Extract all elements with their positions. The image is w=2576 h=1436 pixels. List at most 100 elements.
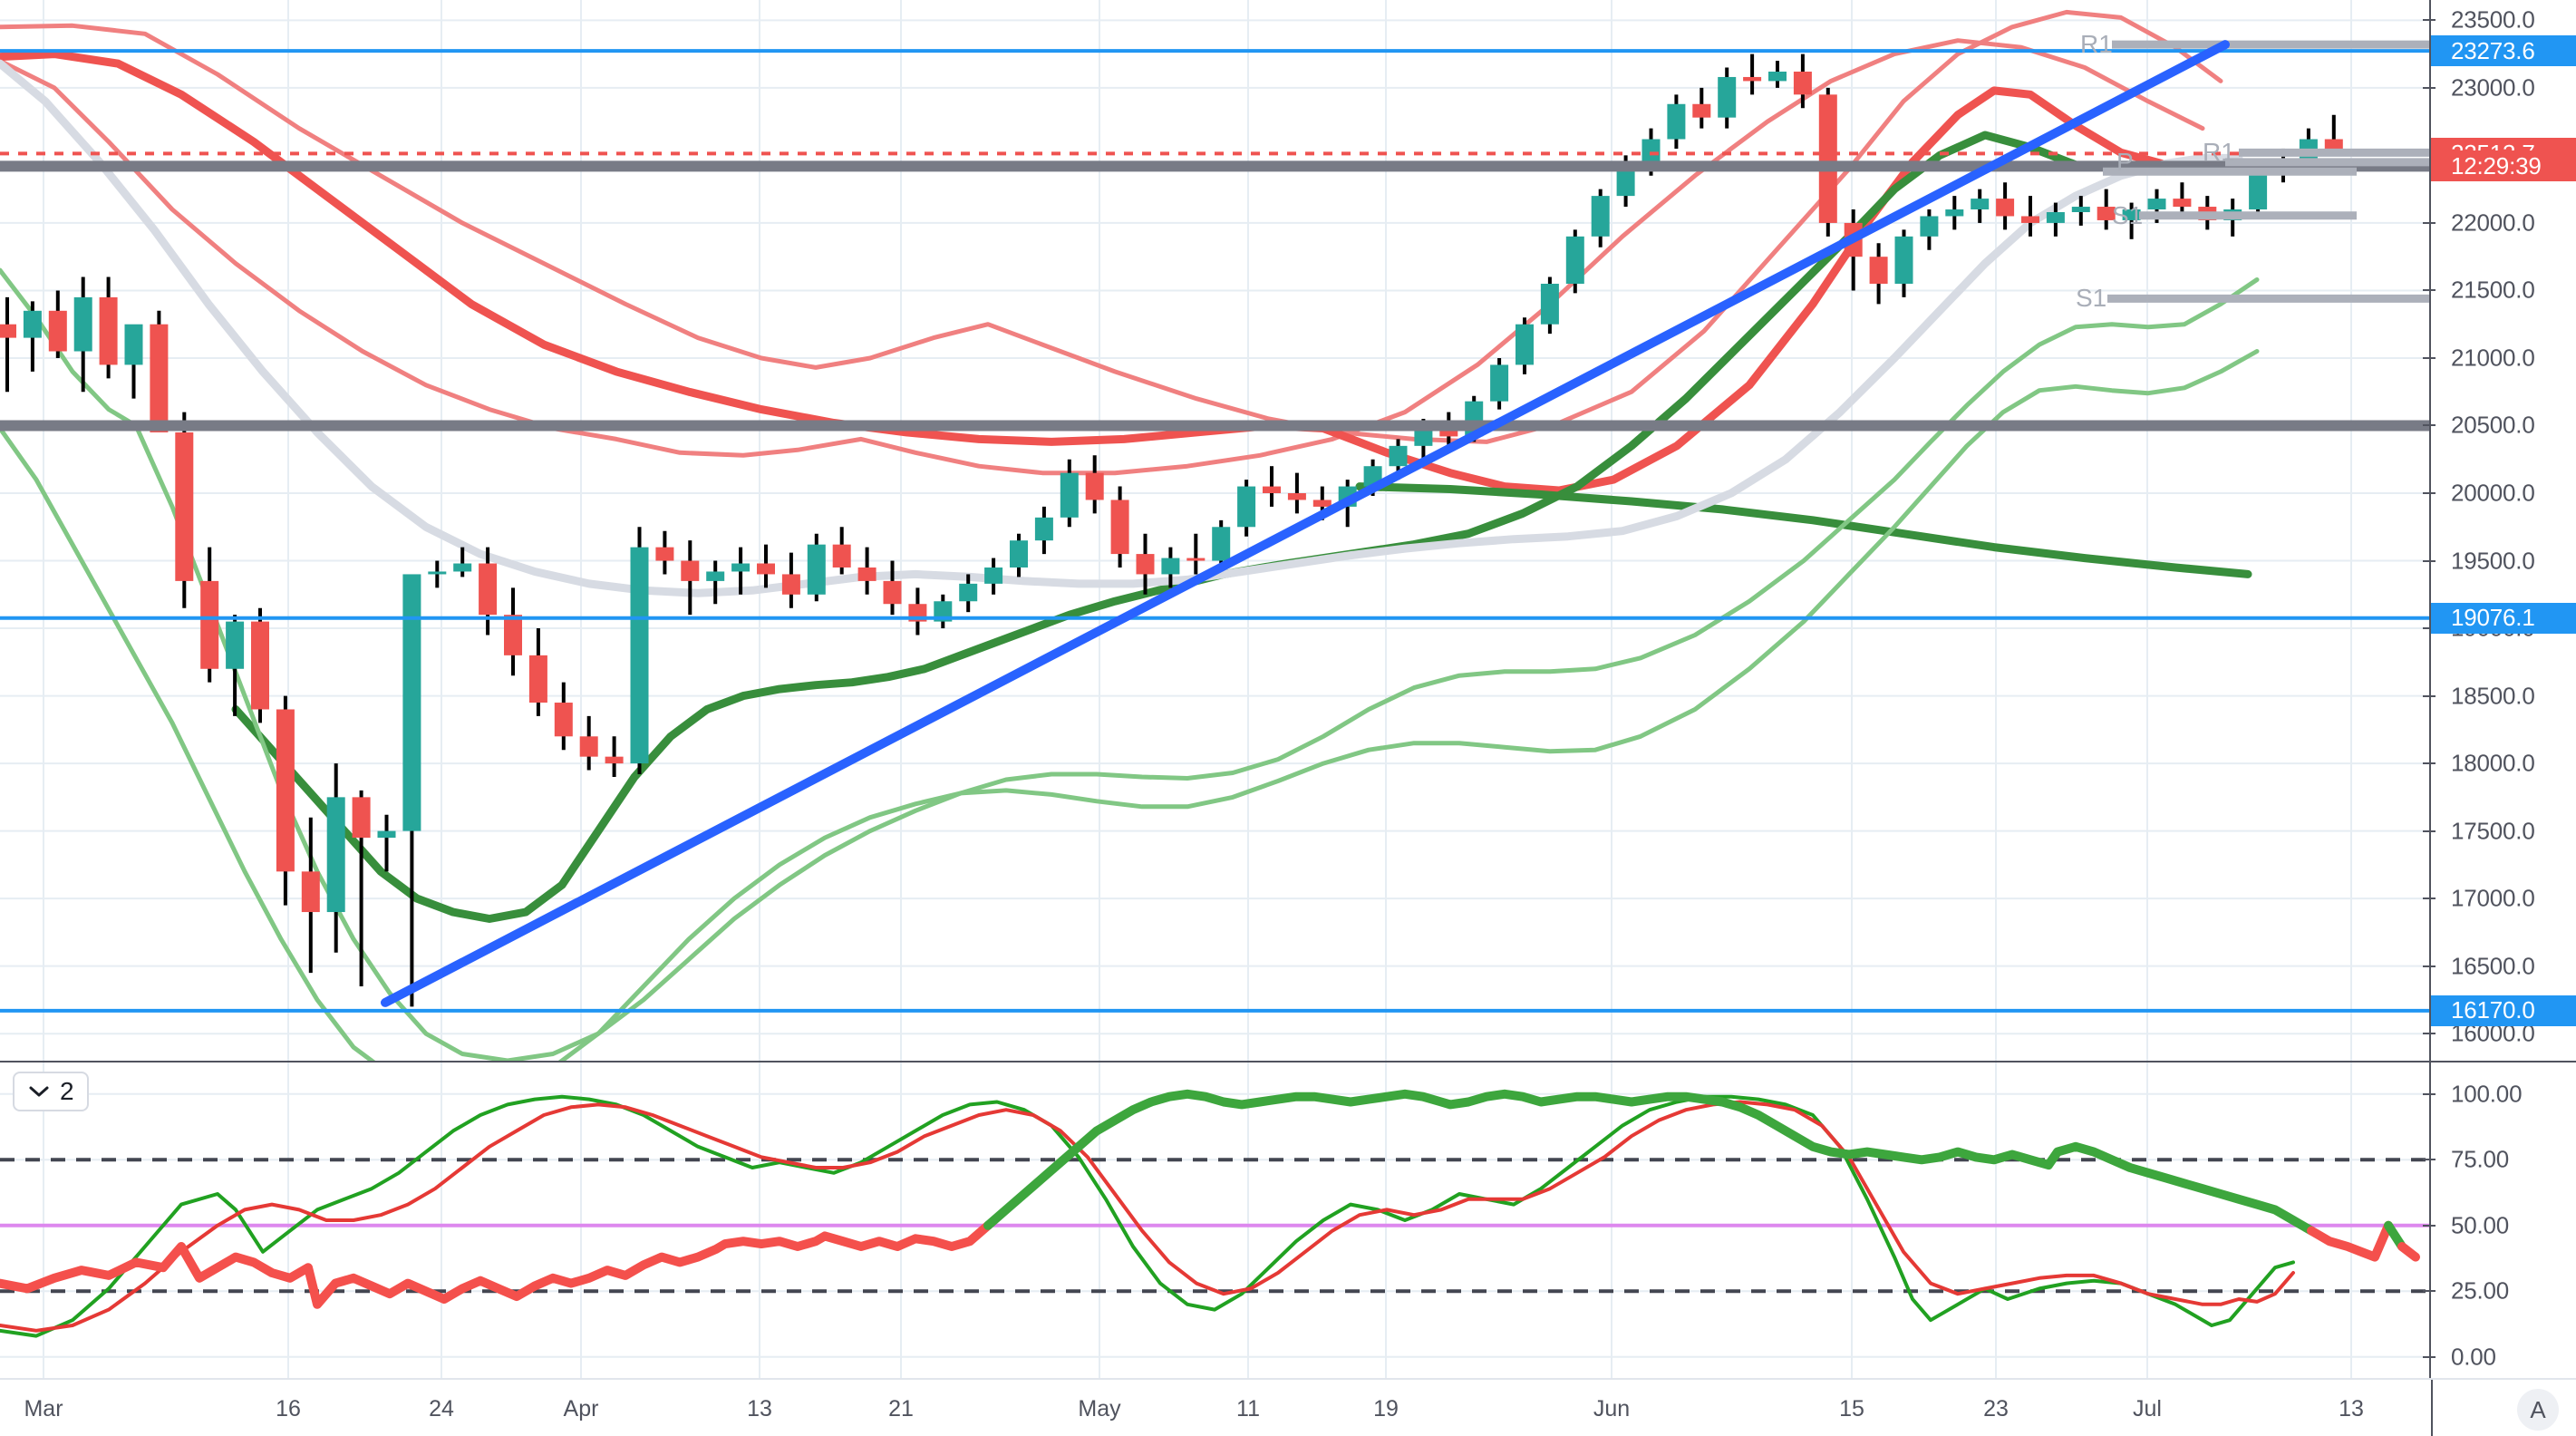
countdown-badge[interactable]: 12:29:39	[2431, 150, 2576, 182]
candle-body[interactable]	[1490, 364, 1509, 402]
candle-body[interactable]	[2097, 207, 2116, 220]
candle-body[interactable]	[1667, 103, 1686, 140]
candle-body[interactable]	[1414, 428, 1433, 446]
candle-body[interactable]	[681, 560, 700, 581]
candle-body[interactable]	[554, 703, 573, 737]
candle-body[interactable]	[1034, 517, 1053, 541]
candle-body[interactable]	[2021, 216, 2039, 223]
candle-body[interactable]	[1641, 139, 1661, 162]
candle-body[interactable]	[2046, 212, 2065, 223]
candle-body[interactable]	[2071, 207, 2090, 212]
candle-body[interactable]	[0, 324, 16, 338]
candle-body[interactable]	[1237, 486, 1256, 528]
candle-body[interactable]	[1768, 71, 1787, 82]
candle-body[interactable]	[352, 797, 371, 839]
candle-body[interactable]	[984, 567, 1003, 584]
candle-body[interactable]	[1060, 472, 1079, 518]
candle-body[interactable]	[1389, 445, 1408, 467]
candle-body[interactable]	[1945, 209, 1964, 217]
candle-body[interactable]	[175, 432, 194, 581]
candle-body[interactable]	[579, 736, 598, 757]
candle-body[interactable]	[2249, 169, 2268, 210]
candle-body[interactable]	[1996, 199, 2015, 217]
candle-body[interactable]	[2122, 209, 2141, 220]
candle-body[interactable]	[630, 547, 649, 764]
candle-body[interactable]	[479, 563, 498, 616]
candle-body[interactable]	[1591, 196, 1610, 237]
candle-body[interactable]	[428, 571, 447, 575]
candle-body[interactable]	[1212, 527, 1231, 561]
candle-body[interactable]	[1869, 257, 1888, 284]
candle-body[interactable]	[832, 544, 851, 568]
candle-body[interactable]	[655, 547, 674, 561]
candle-body[interactable]	[326, 797, 345, 913]
price-level-badge[interactable]: 23273.6	[2431, 35, 2576, 67]
candle-body[interactable]	[605, 756, 624, 764]
candle-body[interactable]	[857, 567, 876, 581]
candle-body[interactable]	[959, 583, 978, 602]
candle-body[interactable]	[1136, 554, 1155, 575]
candle-body[interactable]	[1818, 94, 1837, 223]
candle-body[interactable]	[757, 563, 775, 575]
price-axis-label: 21500.0	[2451, 276, 2535, 304]
indicator-axis-tick	[2423, 1290, 2436, 1293]
candle-body[interactable]	[1920, 216, 1939, 237]
candle-body[interactable]	[402, 574, 421, 831]
candle-body[interactable]	[226, 621, 245, 669]
indicator-axis[interactable]: 100.00 75.00 50.00 25.00 0.00	[2423, 1062, 2576, 1378]
candle-body[interactable]	[23, 310, 42, 338]
candle-body[interactable]	[124, 324, 143, 365]
candle-body[interactable]	[1186, 558, 1206, 561]
price-axis-label: 23000.0	[2451, 73, 2535, 102]
candle-body[interactable]	[276, 709, 295, 872]
candle-body[interactable]	[73, 296, 92, 352]
lower-band-inner-line	[0, 267, 139, 428]
auto-scale-button[interactable]: A	[2517, 1389, 2559, 1431]
candle-body[interactable]	[1312, 500, 1332, 507]
candle-body[interactable]	[528, 655, 547, 703]
candle-body[interactable]	[1565, 236, 1584, 284]
candle-body[interactable]	[2173, 199, 2192, 208]
candle-body[interactable]	[200, 580, 219, 669]
candle-body[interactable]	[1161, 558, 1180, 575]
candle-body[interactable]	[706, 571, 725, 581]
price-axis[interactable]: 23500.0 23000.0 22000.0 21500.0 21000.0 20500…	[2423, 0, 2576, 1061]
candle-body[interactable]	[1971, 199, 1990, 210]
candle-body[interactable]	[301, 871, 320, 913]
time-axis[interactable]: A Mar 16 24 Apr 13 21 May 11 19 Jun 15 23 Jul 13	[0, 1378, 2576, 1436]
candle-body[interactable]	[1439, 428, 1458, 437]
price-level-badge[interactable]: 16170.0	[2431, 995, 2576, 1026]
candle-body[interactable]	[1743, 76, 1762, 82]
candle-body[interactable]	[48, 310, 67, 352]
candle-body[interactable]	[1692, 103, 1711, 118]
candle-body[interactable]	[504, 615, 522, 655]
candle-body[interactable]	[1010, 540, 1028, 568]
candle-body[interactable]	[1263, 486, 1281, 494]
candle-body[interactable]	[150, 324, 169, 432]
candle-body[interactable]	[99, 296, 118, 365]
candle-body[interactable]	[1894, 236, 1913, 284]
candle-body[interactable]	[1793, 71, 1812, 95]
price-chart-pane[interactable]: R1 R1 P S1 S1	[0, 0, 2576, 1061]
candle-body[interactable]	[1516, 324, 1534, 365]
candle-body[interactable]	[807, 544, 826, 595]
candle-body[interactable]	[2147, 199, 2166, 210]
candle-body[interactable]	[453, 563, 472, 572]
stochastic-k-line	[0, 1094, 2295, 1338]
candle-body[interactable]	[731, 563, 751, 572]
price-level-badge[interactable]: 19076.1	[2431, 602, 2576, 634]
candle-body[interactable]	[251, 621, 269, 710]
uptrend-trendline[interactable]	[381, 40, 2230, 1007]
candle-body[interactable]	[377, 830, 396, 839]
indicator-pane[interactable]	[0, 1062, 2576, 1378]
price-axis-tick	[2423, 627, 2436, 630]
candle-body[interactable]	[1110, 500, 1129, 555]
candle-body[interactable]	[1540, 283, 1559, 325]
candle-body[interactable]	[1287, 493, 1306, 500]
indicator-legend-badge[interactable]: 2	[13, 1072, 89, 1111]
candle-body[interactable]	[1718, 76, 1737, 118]
candle-body[interactable]	[883, 580, 902, 605]
time-axis-label: 19	[1373, 1396, 1399, 1421]
candle-body[interactable]	[1085, 472, 1104, 500]
candle-body[interactable]	[781, 574, 800, 595]
